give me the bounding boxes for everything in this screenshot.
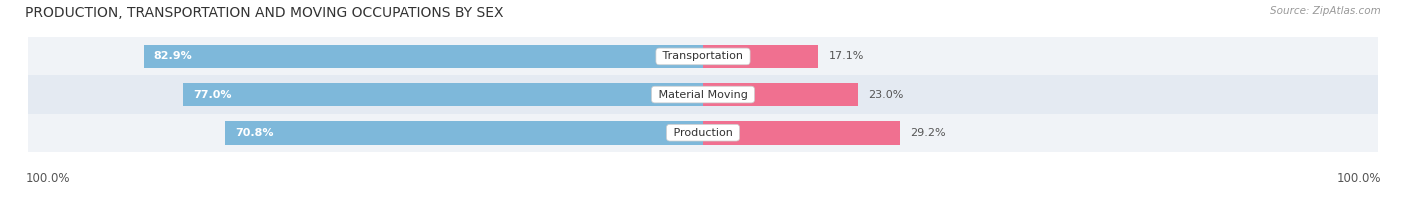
Text: 70.8%: 70.8% [235, 128, 274, 138]
Text: PRODUCTION, TRANSPORTATION AND MOVING OCCUPATIONS BY SEX: PRODUCTION, TRANSPORTATION AND MOVING OC… [25, 6, 503, 20]
Text: 29.2%: 29.2% [910, 128, 946, 138]
Bar [703, 45, 818, 68]
Text: 82.9%: 82.9% [153, 51, 193, 61]
Text: 77.0%: 77.0% [194, 90, 232, 99]
Text: Source: ZipAtlas.com: Source: ZipAtlas.com [1270, 6, 1381, 16]
Text: Transportation: Transportation [659, 51, 747, 61]
Bar [703, 121, 900, 145]
Bar [28, 114, 1378, 152]
Text: Production: Production [669, 128, 737, 138]
Bar [183, 83, 703, 106]
Bar [28, 37, 1378, 75]
Bar [28, 75, 1378, 114]
Text: Material Moving: Material Moving [655, 90, 751, 99]
Text: 23.0%: 23.0% [869, 90, 904, 99]
Bar [225, 121, 703, 145]
Text: 100.0%: 100.0% [1336, 172, 1381, 185]
Text: 17.1%: 17.1% [828, 51, 863, 61]
Bar [143, 45, 703, 68]
Bar [703, 83, 858, 106]
Text: 100.0%: 100.0% [25, 172, 70, 185]
